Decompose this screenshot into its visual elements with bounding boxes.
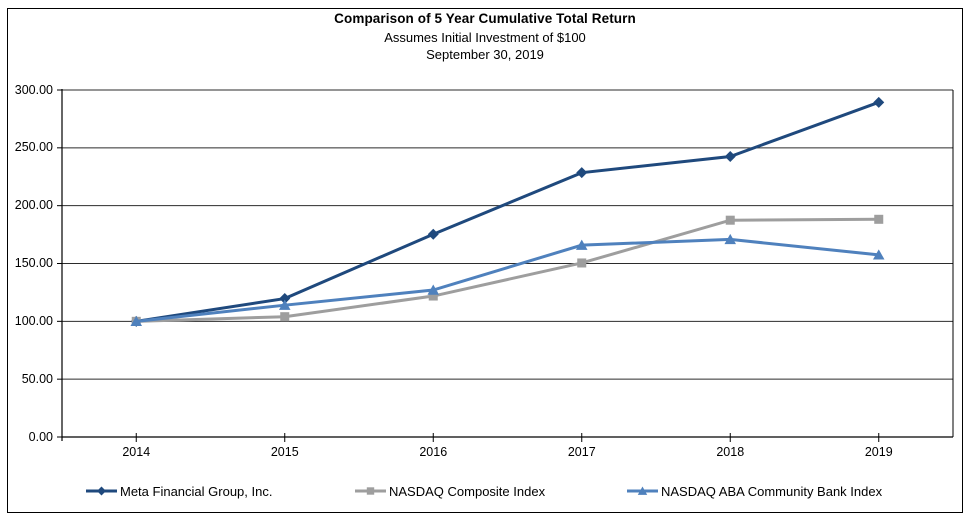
chart-subtitle-date: September 30, 2019 xyxy=(426,47,544,62)
chart-title: Comparison of 5 Year Cumulative Total Re… xyxy=(334,11,636,26)
x-axis-tick-label: 2015 xyxy=(270,445,299,459)
data-point-marker xyxy=(427,284,440,295)
y-axis-tick-label: 250.00 xyxy=(14,140,53,155)
data-point-marker xyxy=(427,228,439,240)
legend-label-nasdaq-composite: NASDAQ Composite Index xyxy=(389,483,546,499)
legend-item-meta-financial: Meta Financial Group, Inc. xyxy=(86,483,272,499)
series-line xyxy=(136,217,879,323)
x-axis-tick-label: 2017 xyxy=(567,445,596,459)
y-axis-tick-label: 200.00 xyxy=(14,198,53,213)
data-point-marker xyxy=(724,150,736,162)
series-line xyxy=(136,100,880,323)
data-point-marker xyxy=(279,293,291,305)
data-point-marker xyxy=(576,167,588,179)
chart-subtitle-investment: Assumes Initial Investment of $100 xyxy=(384,30,586,45)
data-point-marker xyxy=(130,315,143,327)
data-point-marker xyxy=(725,215,735,225)
data-point-marker xyxy=(278,299,291,310)
nasdaq-aba-series-marker-icon xyxy=(627,486,658,495)
legend-item-nasdaq-composite: NASDAQ Composite Index xyxy=(355,483,545,499)
y-axis-tick-label: 50.00 xyxy=(21,371,53,386)
x-axis-tick-label: 2018 xyxy=(716,445,745,459)
y-axis-tick-label: 150.00 xyxy=(14,256,53,270)
y-axis-tick-label: 0.00 xyxy=(28,429,53,444)
series-line xyxy=(136,237,879,323)
x-axis-tick-label: 2016 xyxy=(419,445,448,459)
meta-financial-series-marker-icon xyxy=(86,486,117,496)
legend-label-nasdaq-aba-community-bank: NASDAQ ABA Community Bank Index xyxy=(661,483,883,499)
data-point-marker xyxy=(280,312,290,322)
x-axis-tick-label: 2019 xyxy=(864,445,893,459)
chart-frame xyxy=(7,8,963,513)
data-point-marker xyxy=(577,258,587,268)
y-axis-tick-label: 100.00 xyxy=(14,313,53,328)
data-point-marker xyxy=(724,233,737,245)
data-point-marker xyxy=(874,214,884,224)
data-point-marker xyxy=(575,239,588,250)
data-point-marker xyxy=(428,291,438,301)
legend-item-nasdaq-aba-community-bank: NASDAQ ABA Community Bank Index xyxy=(627,483,882,499)
data-point-marker xyxy=(872,249,885,260)
data-point-marker xyxy=(873,96,885,108)
nasdaq-composite-series-marker-icon xyxy=(355,487,386,495)
x-axis-tick-label: 2014 xyxy=(122,445,151,459)
y-axis-tick-label: 300.00 xyxy=(14,82,53,97)
legend-label-meta-financial: Meta Financial Group, Inc. xyxy=(120,483,273,499)
